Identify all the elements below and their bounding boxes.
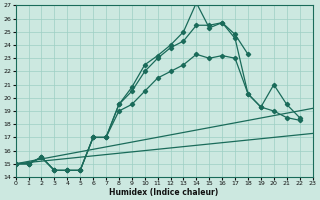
X-axis label: Humidex (Indice chaleur): Humidex (Indice chaleur) xyxy=(109,188,219,197)
